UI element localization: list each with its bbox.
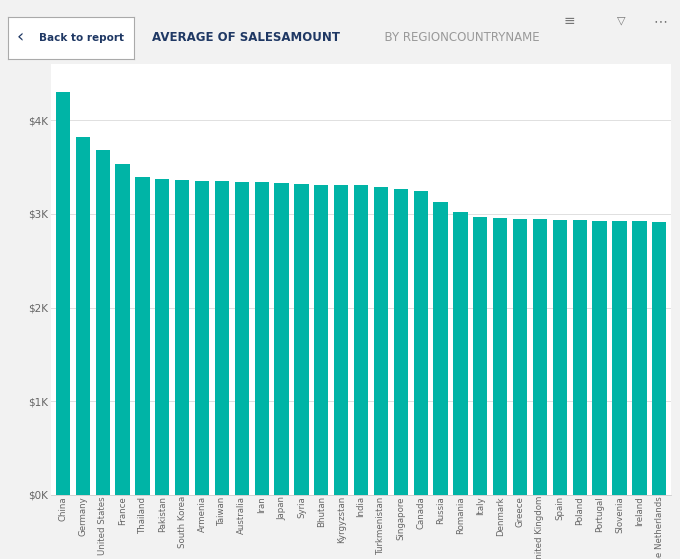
Bar	[454, 212, 468, 495]
Text: ⋯: ⋯	[653, 14, 667, 28]
Bar	[175, 181, 189, 495]
Bar	[413, 191, 428, 495]
Bar	[592, 221, 607, 495]
Bar	[433, 202, 447, 495]
Bar	[116, 164, 130, 495]
Bar	[215, 181, 229, 495]
Text: ▽: ▽	[617, 16, 626, 26]
Bar	[235, 182, 249, 495]
Bar	[374, 187, 388, 495]
Bar	[56, 92, 70, 495]
Bar	[553, 220, 567, 495]
Bar	[473, 217, 488, 495]
Text: ≡: ≡	[564, 14, 576, 28]
Text: ‹: ‹	[17, 29, 24, 47]
Text: BY REGIONCOUNTRYNAME: BY REGIONCOUNTRYNAME	[377, 31, 540, 44]
Bar	[513, 219, 527, 495]
Bar	[493, 218, 507, 495]
Bar	[394, 189, 408, 495]
Text: Back to report: Back to report	[39, 33, 124, 42]
Bar	[155, 179, 169, 495]
Bar	[314, 184, 328, 495]
Bar	[135, 177, 150, 495]
Bar	[652, 222, 666, 495]
Bar	[275, 183, 289, 495]
Bar	[294, 184, 309, 495]
Bar	[573, 220, 587, 495]
Bar	[95, 150, 110, 495]
Bar	[632, 221, 647, 495]
Bar	[75, 138, 90, 495]
Text: AVERAGE OF SALESAMOUNT: AVERAGE OF SALESAMOUNT	[152, 31, 339, 44]
Bar	[533, 219, 547, 495]
Bar	[254, 182, 269, 495]
Bar	[334, 185, 348, 495]
Bar	[195, 181, 209, 495]
Bar	[612, 221, 627, 495]
Bar	[354, 186, 369, 495]
